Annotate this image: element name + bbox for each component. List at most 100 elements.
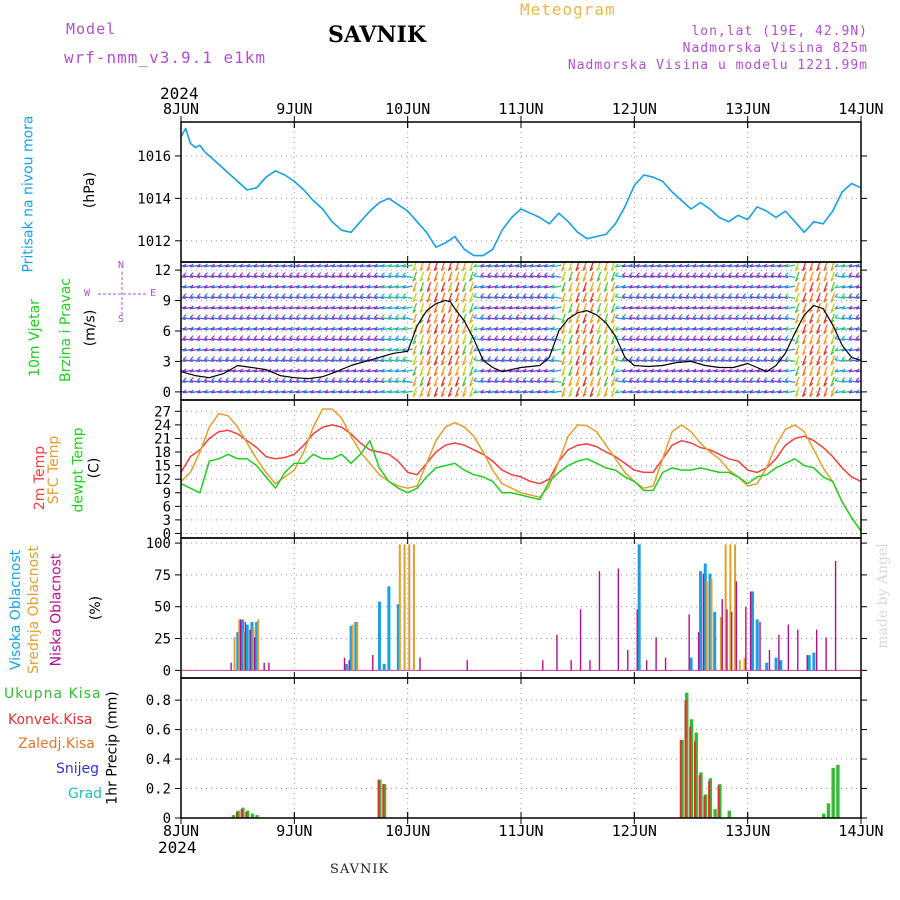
wind-arrow-head: [246, 263, 251, 268]
wind-arrow-head: [239, 314, 244, 319]
precip-conv-bar: [382, 784, 385, 818]
wind-arrow: [544, 274, 555, 279]
wind-arrow: [610, 366, 616, 376]
wind-arrow-head: [685, 314, 690, 319]
wind-arrow-head: [246, 368, 251, 373]
cloud-low-bar: [702, 573, 705, 671]
wind-arrow: [395, 316, 406, 321]
wind-arrow-head: [603, 361, 608, 366]
wind-arrow-head: [176, 264, 179, 267]
x-tick-label-bottom: 12JUN: [612, 822, 657, 840]
wind-arrow: [381, 274, 392, 279]
wind-arrow-head: [742, 368, 747, 373]
wind-arrow-head: [706, 284, 711, 289]
wind-arrow-head: [735, 347, 740, 352]
wind-arrow-head: [494, 326, 499, 331]
wind-arrow-head: [770, 335, 775, 340]
wind-arrow-head: [317, 326, 322, 331]
wind-arrow: [603, 366, 609, 376]
wind-arrow: [544, 316, 555, 321]
wind-arrow: [794, 366, 800, 376]
wind-arrow: [282, 379, 293, 384]
wind-arrow-head: [721, 389, 725, 394]
model-altitude-label: Nadmorska Visina u modelu 1221.99m: [567, 58, 868, 73]
wind-arrow-head: [809, 393, 814, 398]
wind-arrow: [657, 274, 668, 279]
wind-arrow: [721, 379, 732, 384]
wind-arrow-head: [388, 389, 393, 394]
wind-arrow-head: [713, 314, 718, 319]
wind-arrow-head: [650, 356, 655, 361]
wind-arrow-head: [239, 377, 244, 382]
wind-arrow-head: [678, 326, 683, 331]
wind-arrow-head: [678, 305, 683, 310]
wind-arrow-head: [462, 361, 467, 366]
wind-arrow: [809, 262, 814, 271]
wind-arrow-head: [303, 389, 308, 394]
wind-arrow: [296, 337, 307, 342]
wind-arrow-head: [182, 368, 187, 373]
wind-arrow-head: [543, 293, 548, 298]
wind-arrow: [190, 295, 201, 300]
wind-arrow-head: [288, 368, 293, 373]
wind-arrow-head: [494, 389, 499, 394]
wind-arrow-head: [692, 368, 697, 373]
wind-arrow: [589, 262, 594, 271]
wind-arrow: [462, 292, 467, 303]
wind-arrow-head: [239, 305, 244, 310]
wind-arrow-head: [784, 389, 789, 394]
precip-total-bar: [378, 779, 382, 818]
wind-arrow: [515, 337, 527, 342]
wind-arrow: [353, 274, 364, 279]
wind-arrow: [419, 292, 425, 303]
wind-arrow: [246, 274, 257, 279]
cloud-low-bar: [598, 571, 601, 671]
wind-arrow: [582, 334, 588, 345]
wind-arrow-head: [487, 347, 492, 352]
wind-arrow: [589, 271, 595, 282]
wind-arrow-head: [448, 393, 452, 398]
wind-arrow-head: [795, 382, 799, 387]
wind-arrow: [440, 271, 446, 282]
wind-arrow-head: [310, 293, 315, 298]
wind-arrow-head: [448, 382, 452, 387]
wind-arrow-head: [749, 356, 754, 361]
wind-arrow: [239, 274, 250, 279]
wind-arrow: [469, 303, 474, 313]
wind-arrow-head: [189, 368, 194, 373]
wind-arrow-head: [388, 284, 393, 289]
wind-arrow-head: [281, 356, 286, 361]
wind-arrow: [275, 316, 286, 321]
wind-arrow: [412, 376, 418, 387]
wind-arrow: [671, 337, 682, 342]
wind-arrow: [469, 387, 474, 397]
wind-arrow-head: [345, 347, 350, 352]
wind-arrow-head: [196, 326, 201, 331]
wind-arrow-head: [742, 284, 747, 289]
wind-arrow: [816, 366, 821, 376]
wind-arrow: [671, 358, 682, 363]
wind-arrow: [433, 334, 439, 345]
wind-arrow: [530, 337, 541, 342]
wind-arrow-head: [823, 288, 828, 293]
x-tick-label-top: 8JUN: [163, 100, 199, 118]
wind-arrow-head: [373, 314, 378, 319]
x-tick-label-top: 13JUN: [725, 100, 770, 118]
wind-arrow: [629, 274, 640, 279]
wind-arrow-head: [841, 326, 846, 331]
wind-arrow-head: [561, 267, 566, 272]
wind-arrow: [834, 295, 845, 300]
wind-arrow-head: [324, 314, 329, 319]
wind-arrow: [402, 306, 413, 310]
wind-arrow-head: [735, 284, 740, 289]
wind-arrow: [671, 316, 682, 321]
wind-arrow-head: [501, 284, 506, 289]
wind-arrow-head: [448, 277, 452, 282]
year-bottom: 2024: [158, 838, 197, 857]
precip-total-bar: [713, 809, 717, 818]
wind-arrow-head: [419, 298, 424, 303]
wind-arrow: [360, 337, 371, 342]
wind-arrow-head: [345, 368, 350, 373]
wind-arrow: [610, 303, 616, 313]
wind-arrow-head: [366, 293, 371, 298]
